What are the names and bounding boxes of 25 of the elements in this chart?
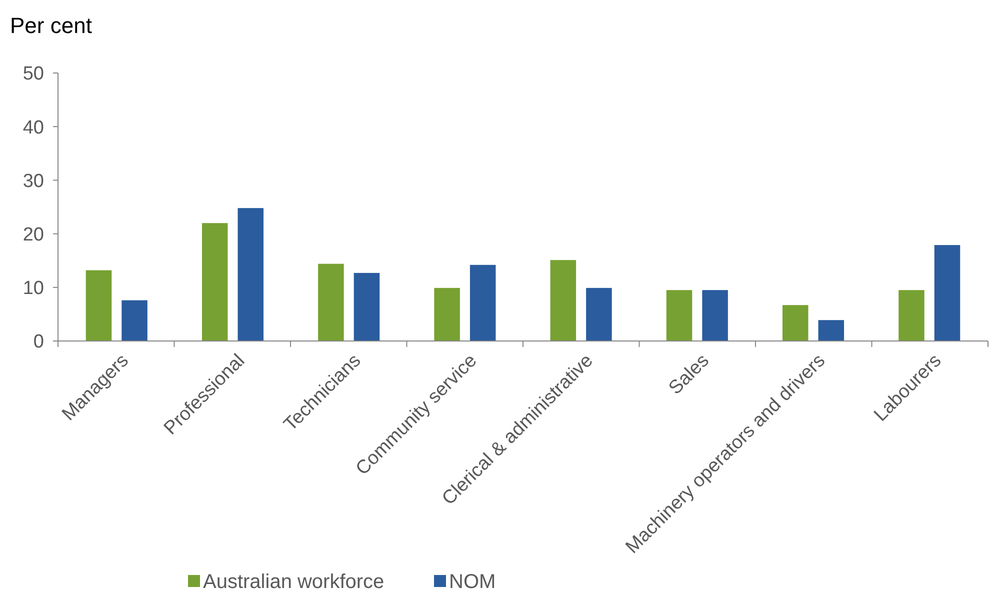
bar bbox=[202, 223, 228, 341]
bar bbox=[782, 305, 808, 341]
bar bbox=[122, 300, 148, 341]
legend-label: Australian workforce bbox=[203, 571, 384, 593]
bar bbox=[86, 270, 112, 341]
bar bbox=[354, 272, 380, 341]
bar bbox=[702, 290, 728, 341]
y-axis-title: Per cent bbox=[10, 13, 92, 38]
bar bbox=[434, 288, 460, 341]
bar bbox=[470, 264, 496, 341]
bar bbox=[586, 288, 612, 341]
bar bbox=[666, 290, 692, 341]
y-tick-label: 40 bbox=[22, 117, 44, 138]
y-tick-label: 0 bbox=[33, 332, 44, 353]
bar bbox=[318, 264, 344, 341]
bar bbox=[238, 208, 264, 341]
y-tick-label: 10 bbox=[22, 278, 44, 300]
bar bbox=[818, 320, 844, 341]
y-tick-label: 50 bbox=[22, 64, 44, 85]
legend-label: NOM bbox=[449, 571, 496, 593]
y-tick-label: 30 bbox=[22, 170, 44, 192]
bar bbox=[898, 290, 924, 341]
y-tick-label: 20 bbox=[22, 224, 44, 246]
bar bbox=[550, 260, 576, 341]
bar bbox=[934, 245, 960, 341]
